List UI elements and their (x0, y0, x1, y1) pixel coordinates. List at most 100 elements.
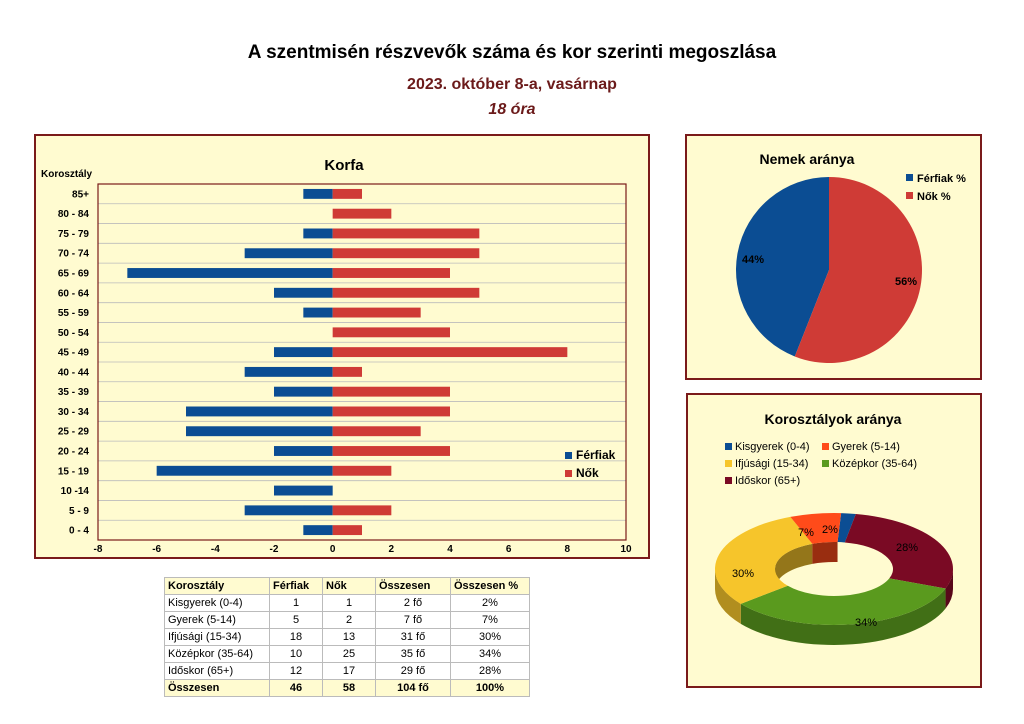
korfa-bar-ferfiak (244, 248, 333, 259)
legend-swatch-ferfiak-pct (906, 174, 913, 181)
korfa-bar-nok (332, 386, 450, 397)
legend-label-gyerek: Gyerek (5-14) (832, 441, 900, 453)
table-cell: 2% (450, 594, 530, 612)
korfa-bar-ferfiak (127, 268, 333, 278)
table-cell: 31 fő (375, 628, 451, 646)
korfa-x-tick-label: 8 (565, 544, 571, 555)
legend-label-kisgyerek: Kisgyerek (0-4) (735, 441, 810, 453)
legend-swatch-nok-pct (906, 192, 913, 199)
legend-label-ferfiak-pct: Férfiak % (917, 173, 966, 185)
korfa-bar-nok (332, 465, 392, 476)
table-cell: 29 fő (375, 662, 451, 680)
korfa-bar-nok (332, 366, 362, 377)
korfa-category-label: 55 - 59 (58, 308, 90, 319)
donut-inner-gyerek (812, 542, 838, 564)
korfa-category-label: 70 - 74 (58, 249, 90, 260)
korfa-bar-nok (332, 208, 392, 219)
korfa-category-label: 30 - 34 (58, 407, 90, 418)
table-cell: 1 (269, 594, 323, 612)
donut-slice-idoskor (844, 513, 953, 589)
table-cell: 30% (450, 628, 530, 646)
table-header-cell: Férfiak (269, 577, 323, 595)
korfa-category-label: 0 - 4 (69, 526, 89, 537)
legend-swatch-kozepkor (822, 460, 829, 467)
nemek-data-label-ferfiak: 44% (742, 254, 764, 266)
korfa-x-tick-label: -2 (270, 544, 279, 555)
table-cell: 2 (322, 611, 376, 629)
donut-data-label-kozepkor: 34% (855, 617, 877, 629)
pie-slice-nok (794, 177, 922, 363)
legend-swatch-ferfiak (565, 452, 572, 459)
table-row: Kisgyerek (0-4) 1 1 2 fő 2% (164, 594, 530, 612)
korfa-x-tick-label: 10 (620, 544, 632, 555)
donut-data-label-gyerek: 7% (798, 527, 814, 539)
legend-label-nok: Nők (576, 466, 599, 480)
korfa-bar-nok (332, 268, 450, 278)
table-cell: 5 (269, 611, 323, 629)
table-cell: 2 fő (375, 594, 451, 612)
korfa-bar-ferfiak (274, 347, 333, 358)
table-cell: 18 (269, 628, 323, 646)
donut-slice-kozepkor (740, 578, 946, 625)
donut-data-label-idoskor: 28% (896, 542, 918, 554)
table-total-cell: 46 (269, 679, 323, 697)
table-cell: Gyerek (5-14) (164, 611, 270, 629)
legend-label-nok-pct: Nők % (917, 191, 951, 203)
table-cell: 10 (269, 645, 323, 663)
korfa-bar-ferfiak (274, 446, 333, 456)
legend-swatch-idoskor (725, 477, 732, 484)
table-header-cell: Összesen % (450, 577, 530, 595)
korfa-bar-ferfiak (303, 188, 333, 199)
korfa-bar-ferfiak (244, 505, 333, 516)
korfa-x-tick-label: 6 (506, 544, 512, 555)
table-cell: 12 (269, 662, 323, 680)
table-cell: 1 (322, 594, 376, 612)
korfa-category-label: 15 - 19 (58, 466, 90, 477)
korfa-category-label: 60 - 64 (58, 288, 90, 299)
donut-data-label-ifjusagi: 30% (732, 568, 754, 580)
korfa-category-label: 50 - 54 (58, 328, 90, 339)
table-total-row: Összesen 46 58 104 fő 100% (164, 679, 530, 697)
korfa-category-label: 5 - 9 (69, 506, 89, 517)
koros-chart: Korosztályok aránya Kisgyerek (0-4) Gyer… (715, 411, 953, 645)
table-total-cell: Összesen (164, 679, 270, 697)
table-cell: Kisgyerek (0-4) (164, 594, 270, 612)
korfa-x-tick-label: 0 (330, 544, 336, 555)
legend-label-kozepkor: Középkor (35-64) (832, 458, 917, 470)
korfa-x-tick-label: -4 (211, 544, 220, 555)
korfa-bar-ferfiak (274, 386, 333, 397)
korfa-x-tick-label: 2 (389, 544, 395, 555)
korfa-bar-nok (332, 327, 450, 338)
table-row: Középkor (35-64) 10 25 35 fő 34% (164, 645, 530, 663)
summary-table: Korosztály Férfiak Nők Összesen Összesen… (164, 577, 530, 697)
korfa-bar-ferfiak (156, 465, 333, 476)
nemek-chart: Nemek aránya Férfiak % Nők % 44% 56% (736, 151, 966, 363)
korfa-bar-nok (332, 426, 421, 437)
korfa-bar-ferfiak (186, 406, 333, 417)
table-header-cell: Korosztály (164, 577, 270, 595)
table-cell: 28% (450, 662, 530, 680)
page-title: A szentmisén részvevők száma és kor szer… (247, 42, 777, 63)
table-row: Időskor (65+) 12 17 29 fő 28% (164, 662, 530, 680)
korfa-category-label: 35 - 39 (58, 387, 90, 398)
korfa-chart: Korfa Korosztály 0 - 4 5 - 9 10 -14 15 - 19… (41, 157, 632, 555)
legend-label-ifjusagi: Ifjúsági (15-34) (735, 458, 808, 470)
korfa-bar-ferfiak (274, 485, 333, 496)
table-row: Gyerek (5-14) 5 2 7 fő 7% (164, 611, 530, 629)
korfa-plot-frame (97, 183, 627, 541)
korfa-category-label: 45 - 49 (58, 348, 90, 359)
page-time: 18 óra (488, 101, 536, 118)
legend-label-idoskor: Időskor (65+) (735, 475, 800, 487)
legend-swatch-ifjusagi (725, 460, 732, 467)
korfa-x-tick-label: 4 (447, 544, 453, 555)
korfa-x-tick-label: -6 (152, 544, 161, 555)
korfa-category-label: 80 - 84 (58, 209, 90, 220)
korfa-category-label: 85+ (72, 189, 89, 200)
korfa-bar-nok (332, 525, 362, 536)
table-header-cell: Nők (322, 577, 376, 595)
table-cell: 34% (450, 645, 530, 663)
legend-label-ferfiak: Férfiak (576, 448, 616, 462)
korfa-bar-ferfiak (274, 287, 333, 298)
korfa-ylabel: Korosztály (41, 169, 93, 180)
korfa-category-label: 10 -14 (61, 486, 90, 497)
